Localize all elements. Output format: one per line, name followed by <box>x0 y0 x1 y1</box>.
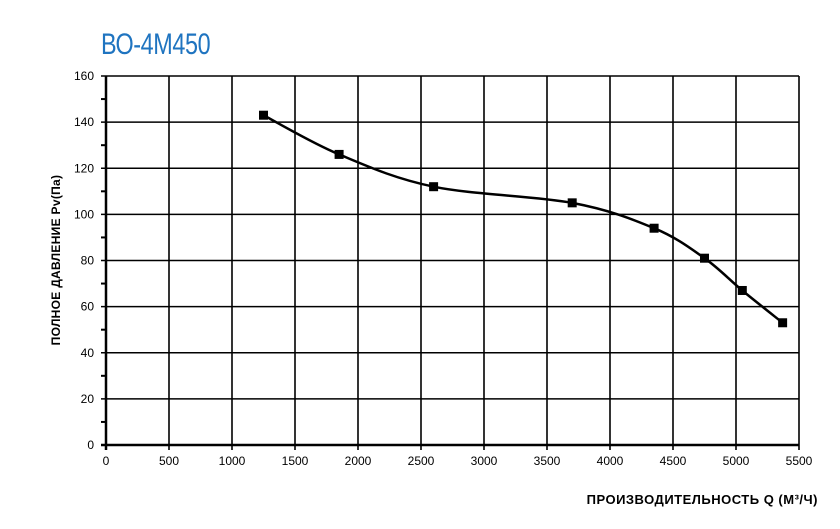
data-point <box>567 198 577 208</box>
series-line <box>262 114 784 324</box>
x-tick-label: 500 <box>159 454 179 468</box>
y-tick-label: 20 <box>81 392 95 406</box>
data-point <box>429 182 439 192</box>
y-tick-label: 80 <box>81 254 95 268</box>
data-point <box>334 149 344 159</box>
data-point <box>778 318 788 328</box>
x-tick-label: 1500 <box>282 454 309 468</box>
data-point <box>737 285 747 295</box>
x-tick-label: 2000 <box>345 454 372 468</box>
x-tick-label: 4500 <box>660 454 687 468</box>
x-tick-label: 0 <box>103 454 110 468</box>
x-tick-label: 5000 <box>723 454 750 468</box>
data-point <box>649 223 659 233</box>
y-tick-label: 0 <box>87 438 94 452</box>
y-tick-label: 100 <box>74 207 94 221</box>
x-tick-label: 4000 <box>597 454 624 468</box>
x-tick-label: 1000 <box>219 454 246 468</box>
chart-title: ВО-4М450 <box>101 28 211 61</box>
y-tick-label: 120 <box>74 161 94 175</box>
x-tick-label: 3500 <box>534 454 561 468</box>
x-tick-label: 5500 <box>786 454 813 468</box>
y-tick-label: 140 <box>74 115 94 129</box>
data-point <box>259 110 268 120</box>
y-tick-label: 160 <box>74 69 94 83</box>
y-tick-label: 40 <box>81 346 95 360</box>
y-tick-label: 60 <box>81 300 95 314</box>
x-axis-label: ПРОИЗВОДИТЕЛЬНОСТЬ Q (М³/Ч) <box>586 492 818 507</box>
data-point <box>700 253 709 263</box>
x-tick-label: 3000 <box>471 454 498 468</box>
x-tick-label: 2500 <box>408 454 435 468</box>
